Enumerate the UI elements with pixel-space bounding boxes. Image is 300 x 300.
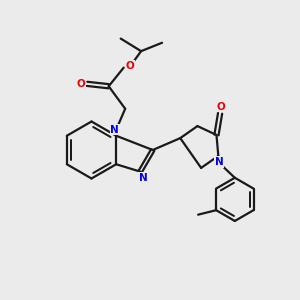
Text: N: N — [215, 157, 224, 167]
Text: O: O — [77, 79, 85, 89]
Text: O: O — [216, 102, 225, 112]
Text: N: N — [110, 125, 119, 135]
Text: O: O — [126, 61, 135, 71]
Text: N: N — [139, 173, 148, 183]
